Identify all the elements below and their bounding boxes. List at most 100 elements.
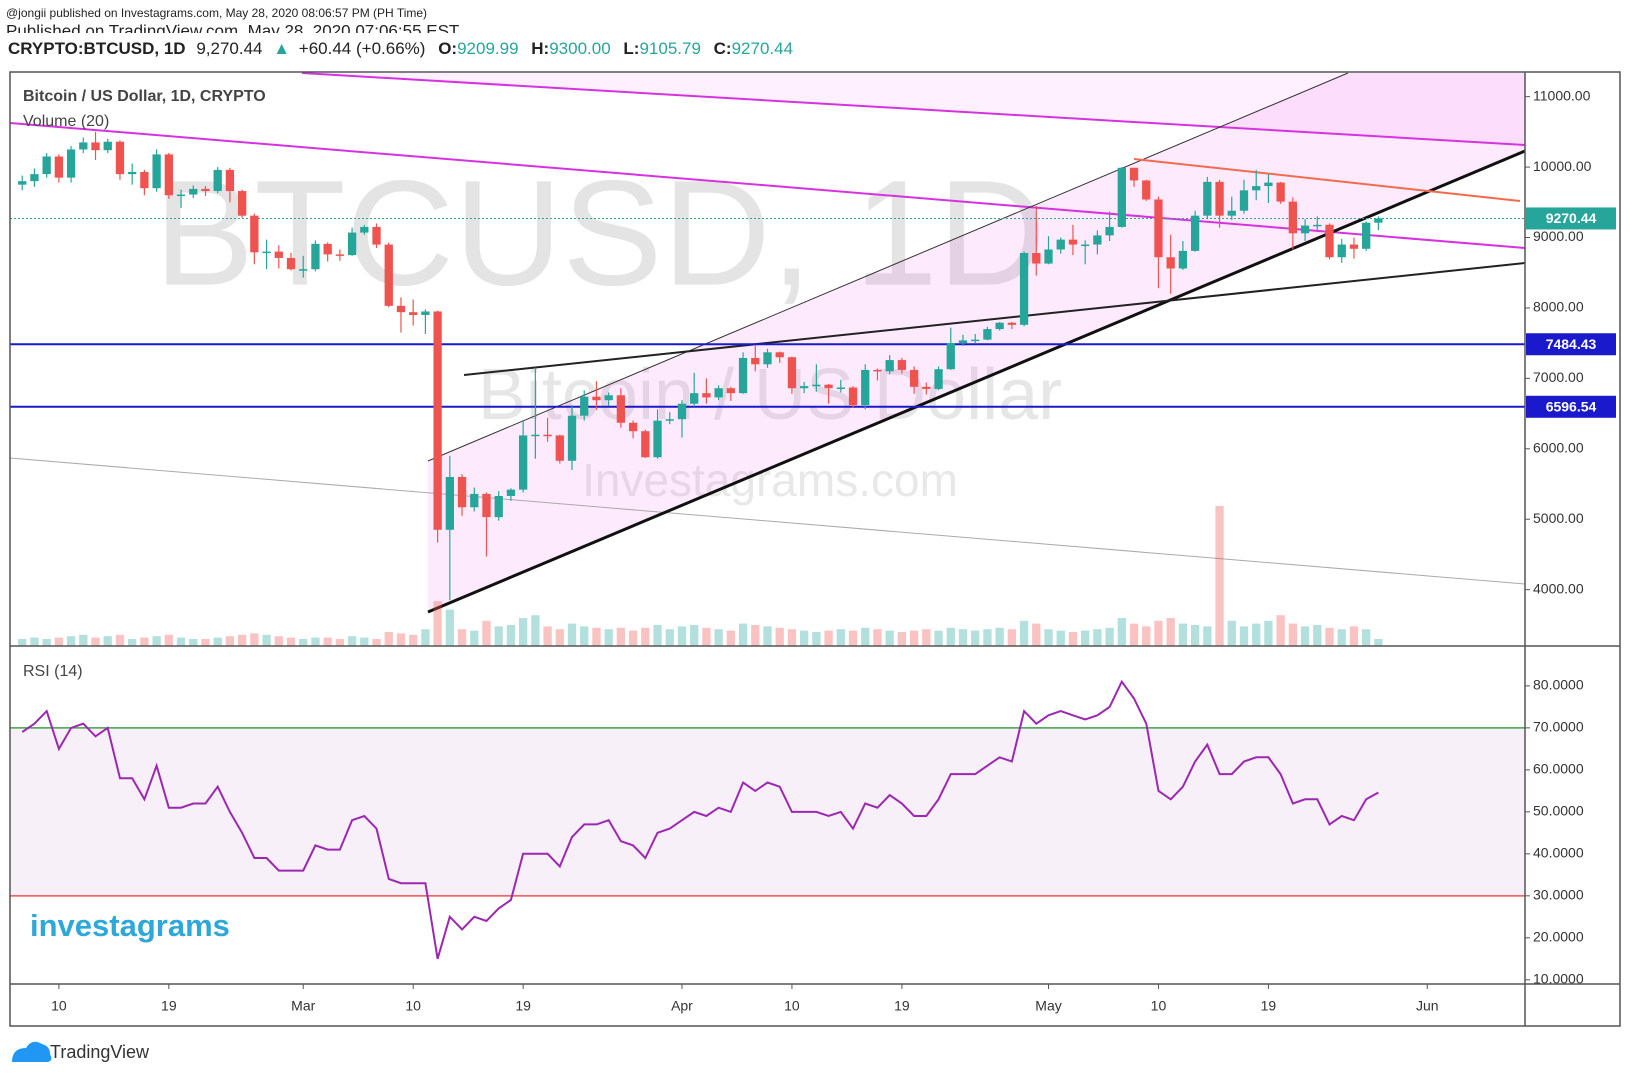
candle-body [189, 188, 198, 195]
volume-bar [482, 620, 491, 646]
published-note: @jongii published on Investagrams.com, M… [6, 6, 427, 20]
h-label: H: [531, 39, 549, 58]
candle-body [616, 395, 626, 423]
volume-bar [384, 632, 393, 646]
candle-body [176, 194, 186, 197]
volume-legend: Volume (20) [23, 113, 109, 130]
volume-bar [922, 629, 931, 646]
volume-bar [702, 627, 711, 646]
volume-bar [164, 634, 173, 646]
volume-bar [176, 637, 186, 646]
volume-bar [958, 629, 968, 646]
candle-body [763, 352, 772, 365]
candle-body [103, 141, 112, 151]
up-arrow: ▲ [273, 39, 290, 58]
candle-body [384, 244, 393, 306]
candle-body [1032, 253, 1041, 264]
candle-body [18, 181, 27, 185]
candle-body [152, 154, 161, 189]
candle-body [738, 357, 748, 394]
volume-bar [66, 636, 76, 646]
candle-body [555, 435, 564, 461]
volume-bar [1019, 620, 1029, 646]
volume-bar [567, 623, 577, 646]
candle-body [836, 387, 845, 390]
volume-bar [555, 629, 564, 646]
level-label: 6596.54 [1546, 398, 1597, 414]
rsi-tick-label: 30.0000 [1533, 887, 1584, 903]
x-tick-label: May [1035, 998, 1061, 1014]
volume-bar [592, 627, 601, 646]
candle-body [470, 493, 479, 508]
volume-bar [971, 630, 980, 646]
volume-bar [1300, 626, 1310, 646]
x-tick-label: 10 [784, 998, 800, 1014]
volume-bar [1117, 618, 1126, 646]
y-tick-label: 7000.00 [1533, 369, 1584, 385]
volume-bar [677, 626, 687, 646]
candle-body [1252, 186, 1261, 191]
trend-line [301, 72, 1525, 146]
volume-bar [824, 630, 833, 646]
candle-body [225, 169, 235, 192]
candle-body [164, 154, 173, 196]
volume-bar [995, 627, 1004, 646]
candle-body [799, 386, 809, 389]
candle-body [641, 431, 650, 458]
volume-bar [115, 634, 125, 646]
volume-bar [421, 629, 430, 646]
candle-body [1374, 218, 1383, 223]
h-value: 9300.00 [549, 39, 610, 58]
candle-body [506, 489, 516, 496]
volume-bar [1093, 629, 1102, 646]
volume-bar [1349, 626, 1359, 646]
candle-body [726, 388, 736, 394]
candle-body [91, 142, 100, 151]
trend-line [427, 149, 1525, 614]
candle-body [1154, 199, 1163, 258]
candle-body [1264, 182, 1273, 187]
rsi-tick-label: 20.0000 [1533, 929, 1584, 945]
candle-body [934, 369, 943, 389]
candle-body [494, 495, 503, 518]
volume-bar [1129, 623, 1139, 646]
volume-bar [409, 634, 418, 646]
volume-bar [1276, 615, 1285, 646]
volume-bar [30, 637, 39, 646]
volume-bar [1362, 629, 1371, 646]
candle-body [372, 226, 381, 245]
candle-body [567, 415, 577, 461]
candle-body [885, 360, 894, 372]
rsi-tick-label: 80.0000 [1533, 677, 1584, 693]
axis-layer: 4000.00 5000.00 6000.00 7000.00 8000.00 9000.… [51, 87, 1616, 1014]
candle-body [237, 191, 247, 216]
volume-bar [286, 637, 296, 646]
x-tick-label: 10 [1151, 998, 1167, 1014]
volume-bar [213, 637, 222, 646]
x-tick-label: 19 [515, 998, 531, 1014]
candle-body [115, 141, 125, 175]
volume-bar [128, 639, 137, 646]
volume-bar [237, 634, 247, 646]
volume-bar [54, 637, 64, 646]
y-tick-label: 8000.00 [1533, 299, 1584, 315]
candle-body [299, 269, 308, 271]
candle-body [653, 420, 662, 458]
candle-body [580, 396, 589, 416]
candle-body [1178, 250, 1188, 269]
volume-bar [787, 629, 797, 646]
volume-bar [1190, 625, 1200, 646]
c-value: 9270.44 [732, 39, 793, 58]
logo: investagrams [30, 908, 230, 943]
last-price-tag [1526, 207, 1616, 230]
x-tick-label: 19 [1261, 998, 1277, 1014]
volume-bar [1032, 623, 1041, 646]
volume-bar [1178, 623, 1188, 646]
x-tick-label: 19 [894, 998, 910, 1014]
candle-body [531, 434, 540, 437]
candle-body [628, 422, 638, 432]
candle-body [518, 435, 528, 490]
candle-body [66, 149, 76, 178]
